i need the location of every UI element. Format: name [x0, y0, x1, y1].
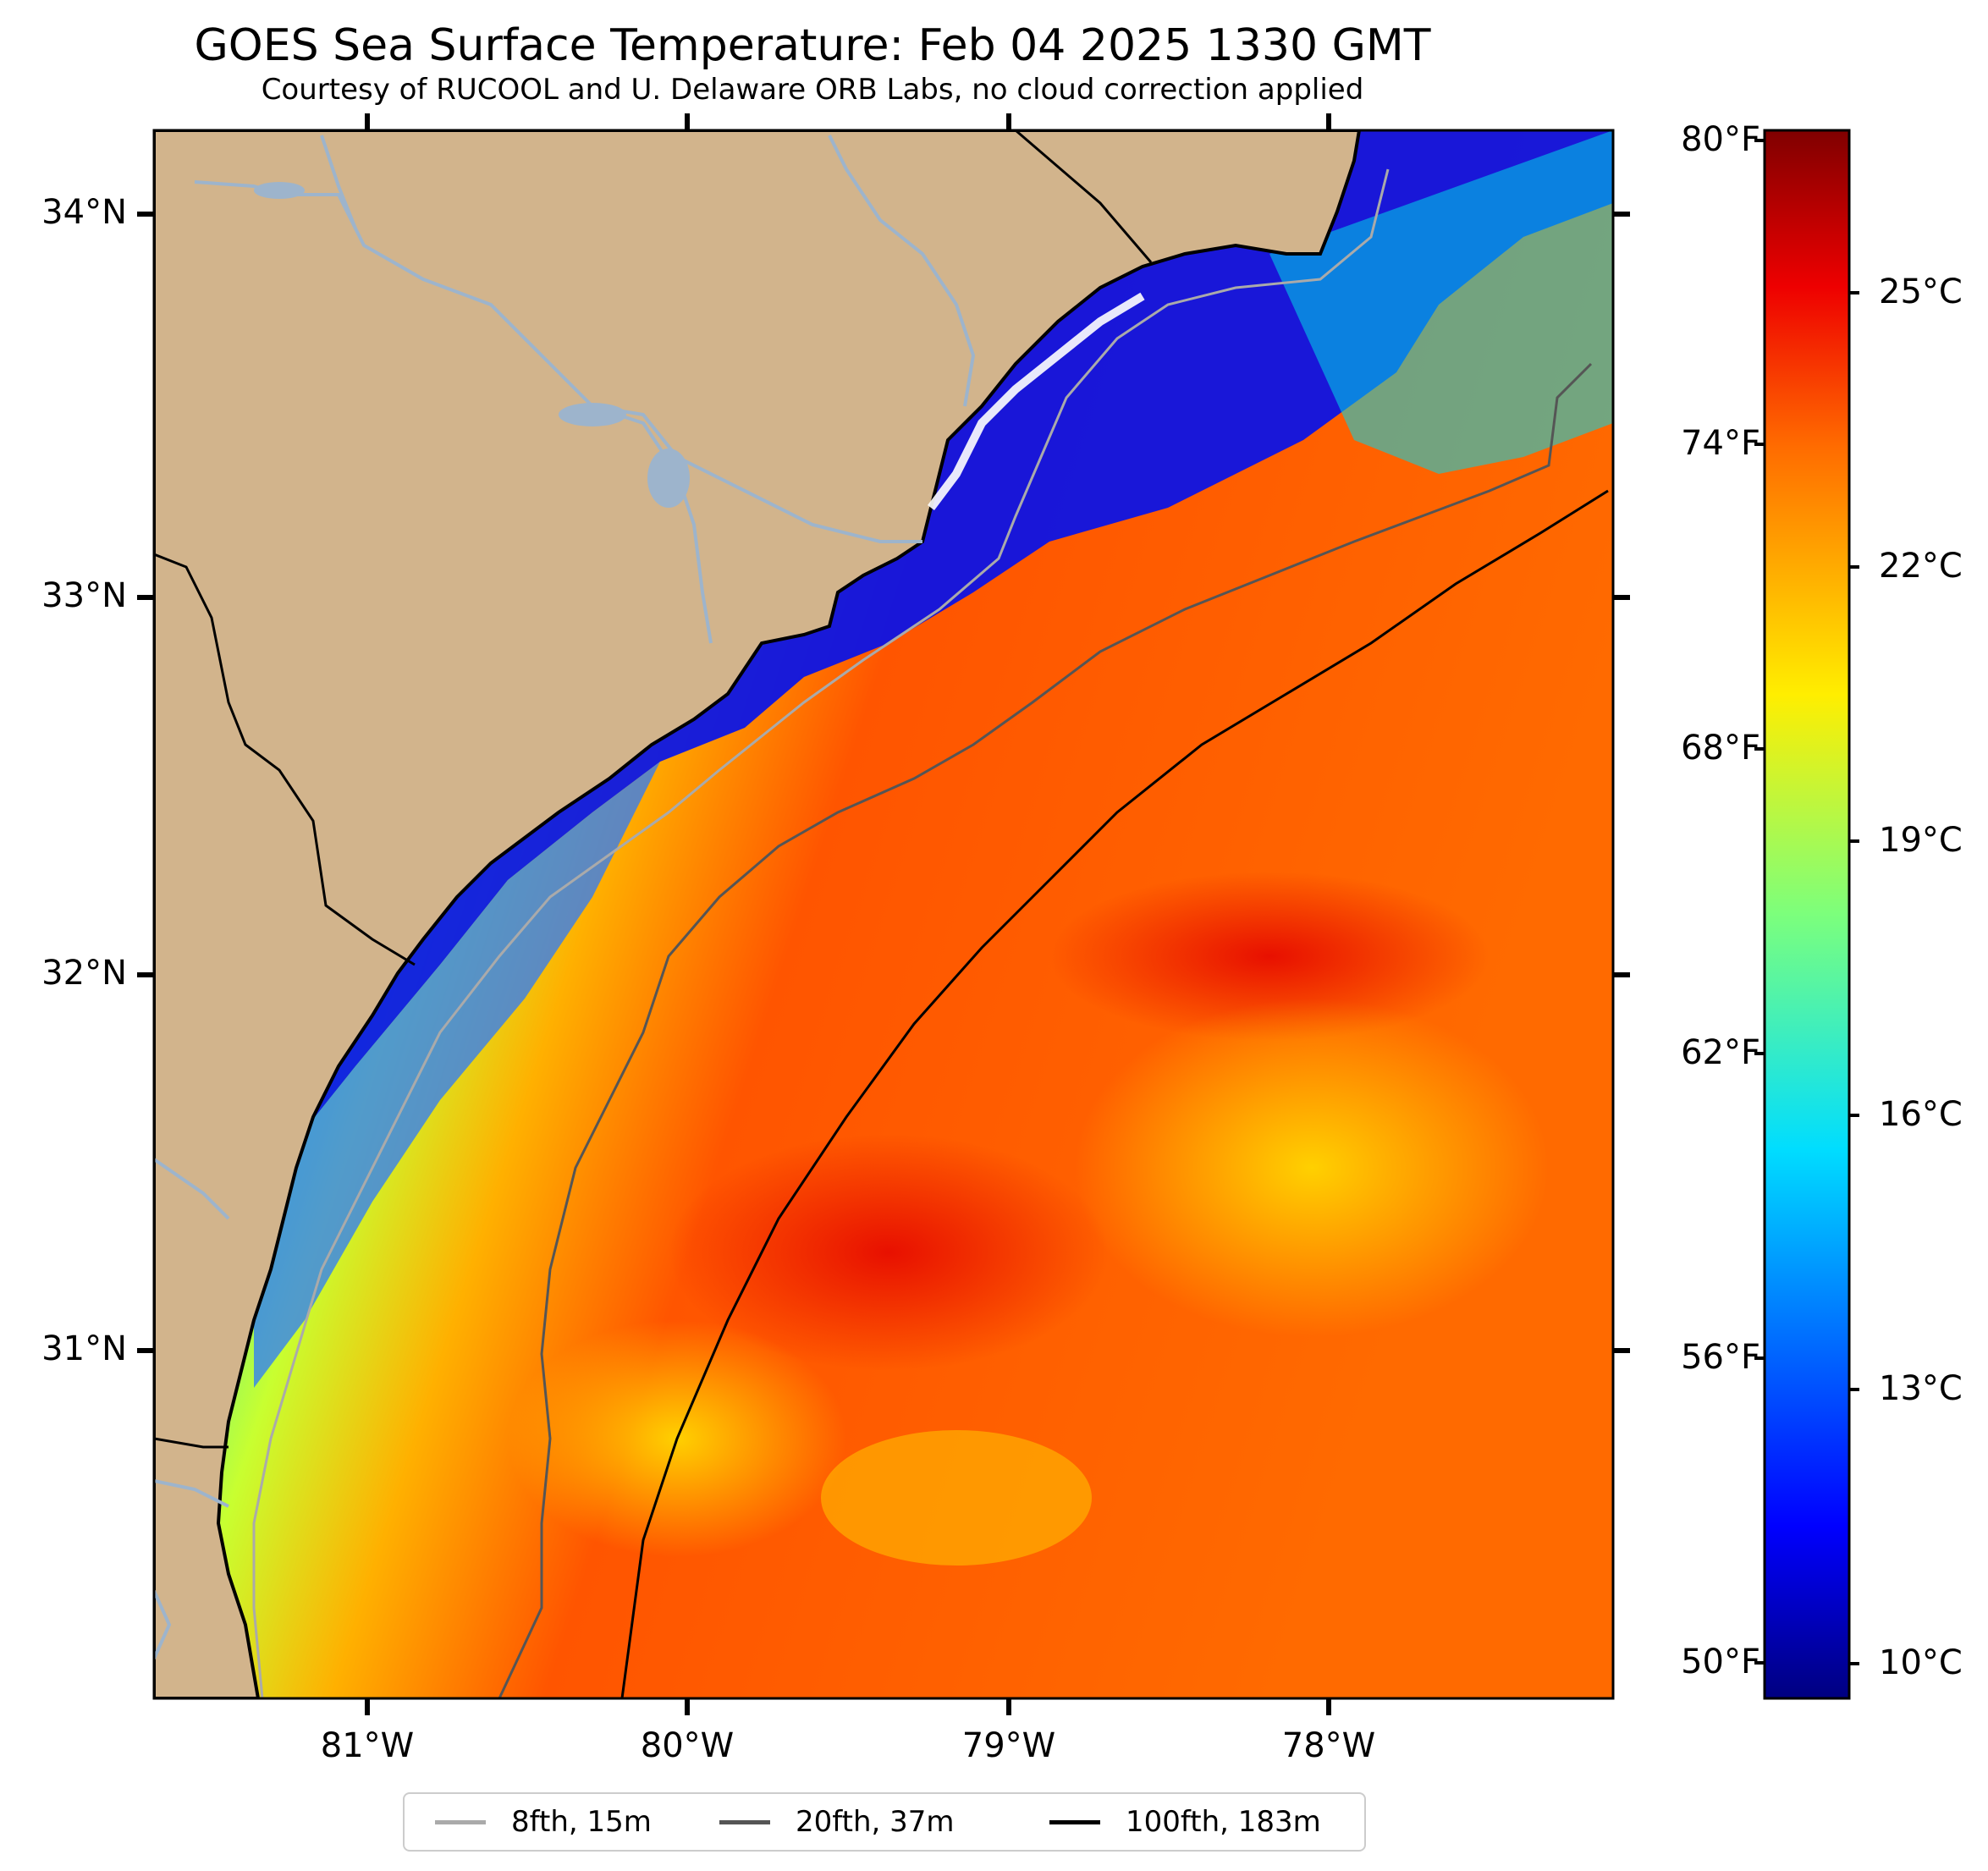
reservoir	[254, 182, 305, 199]
colorbar-c-label: 19°C	[1879, 821, 1963, 860]
map-frame	[152, 129, 1615, 1700]
cool-shelf-water	[1269, 130, 1613, 474]
isobath-legend: 8fth, 15m 20fth, 37m 100fth, 183m	[403, 1792, 1366, 1852]
state-borders	[154, 130, 1153, 1449]
colorbar-c-label: 25°C	[1879, 272, 1963, 311]
legend-swatch	[1049, 1819, 1100, 1824]
colorbar-c-label: 13°C	[1879, 1369, 1963, 1408]
lon-label: 80°W	[640, 1726, 735, 1765]
isobath-100fth	[620, 489, 1609, 1698]
lat-label: 31°N	[41, 1329, 127, 1368]
legend-item-20fth: 20fth, 37m	[719, 1794, 955, 1850]
warm-eddy	[1049, 872, 1490, 1041]
colorbar-f-label: 50°F	[1681, 1643, 1760, 1681]
legend-item-8fth: 8fth, 15m	[435, 1794, 652, 1850]
isobath-8fth	[252, 168, 1390, 1698]
reservoir	[647, 448, 690, 508]
colorbar-c-label: 10°C	[1879, 1643, 1963, 1682]
legend-label: 100fth, 183m	[1126, 1805, 1321, 1839]
lon-label: 79°W	[961, 1726, 1056, 1765]
lon-label: 81°W	[320, 1726, 415, 1765]
legend-item-100fth: 100fth, 183m	[1049, 1794, 1321, 1850]
cool-shelf-water	[254, 762, 660, 1388]
nearshore-gap	[928, 292, 1145, 510]
colorbar-f-label: 68°F	[1681, 729, 1760, 768]
colorbar	[1763, 129, 1851, 1700]
colorbar-ticks	[1754, 139, 1859, 1665]
legend-label: 20fth, 37m	[796, 1805, 955, 1839]
colorbar-f-label: 56°F	[1681, 1338, 1760, 1377]
yellow-patch	[1075, 999, 1549, 1337]
lon-label: 78°W	[1281, 1726, 1376, 1765]
warm-eddy	[669, 1134, 1109, 1371]
legend-swatch	[719, 1819, 770, 1824]
figure-title: GOES Sea Surface Temperature: Feb 04 202…	[194, 20, 1431, 71]
yellow-patch	[821, 1430, 1092, 1566]
reservoir	[559, 403, 626, 426]
isobath-20fth	[498, 362, 1593, 1698]
lat-label: 32°N	[41, 954, 127, 993]
colorbar-f-label: 62°F	[1681, 1033, 1760, 1072]
lat-ticks	[137, 212, 1630, 1353]
legend-swatch	[435, 1819, 486, 1824]
colorbar-f-label: 80°F	[1681, 120, 1760, 159]
land-mass	[154, 130, 1362, 1698]
lat-label: 33°N	[41, 576, 127, 615]
colorbar-c-label: 16°C	[1879, 1095, 1963, 1134]
colorbar-f-label: 74°F	[1681, 424, 1760, 463]
colorbar-c-label: 22°C	[1879, 547, 1963, 586]
legend-label: 8fth, 15m	[511, 1805, 652, 1839]
lon-ticks	[365, 113, 1331, 1715]
lat-label: 34°N	[41, 193, 127, 232]
figure-subtitle: Courtesy of RUCOOL and U. Delaware ORB L…	[261, 73, 1364, 107]
